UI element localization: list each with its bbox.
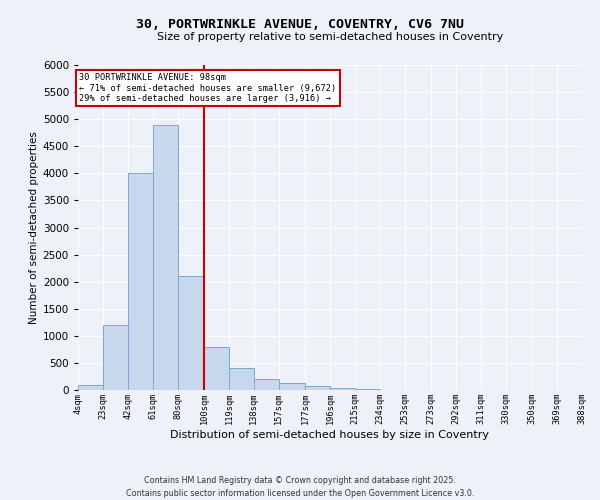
Bar: [78, 384, 103, 390]
Text: Contains HM Land Registry data © Crown copyright and database right 2025.
Contai: Contains HM Land Registry data © Crown c…: [126, 476, 474, 498]
Bar: [330, 388, 355, 390]
Bar: [305, 386, 330, 390]
Bar: [279, 383, 305, 390]
Bar: [254, 379, 279, 390]
Bar: [204, 346, 229, 390]
Bar: [128, 174, 153, 390]
X-axis label: Distribution of semi-detached houses by size in Coventry: Distribution of semi-detached houses by …: [170, 430, 490, 440]
Bar: [178, 276, 204, 390]
Text: 30 PORTWRINKLE AVENUE: 98sqm
← 71% of semi-detached houses are smaller (9,672)
2: 30 PORTWRINKLE AVENUE: 98sqm ← 71% of se…: [79, 73, 337, 103]
Y-axis label: Number of semi-detached properties: Number of semi-detached properties: [29, 131, 38, 324]
Text: 30, PORTWRINKLE AVENUE, COVENTRY, CV6 7NU: 30, PORTWRINKLE AVENUE, COVENTRY, CV6 7N…: [136, 18, 464, 30]
Title: Size of property relative to semi-detached houses in Coventry: Size of property relative to semi-detach…: [157, 32, 503, 42]
Bar: [153, 124, 178, 390]
Bar: [103, 325, 128, 390]
Bar: [229, 368, 254, 390]
